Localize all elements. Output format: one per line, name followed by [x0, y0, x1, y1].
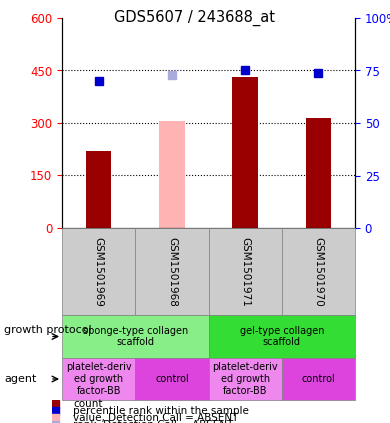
Bar: [62, 358, 135, 400]
Text: growth protocol: growth protocol: [4, 325, 92, 335]
Text: gel-type collagen
scaffold: gel-type collagen scaffold: [239, 326, 324, 347]
Text: percentile rank within the sample: percentile rank within the sample: [73, 406, 249, 415]
Bar: [305, 118, 331, 228]
Text: GSM1501968: GSM1501968: [167, 236, 177, 306]
Bar: [62, 315, 209, 358]
Bar: [209, 315, 355, 358]
Text: agent: agent: [4, 374, 36, 384]
Bar: [135, 358, 209, 400]
Text: value, Detection Call = ABSENT: value, Detection Call = ABSENT: [73, 412, 239, 423]
Text: sponge-type collagen
scaffold: sponge-type collagen scaffold: [83, 326, 188, 347]
Bar: [62, 228, 135, 315]
Text: platelet-deriv
ed growth
factor-BB: platelet-deriv ed growth factor-BB: [66, 363, 131, 396]
Text: GSM1501969: GSM1501969: [94, 236, 104, 306]
Bar: [135, 228, 209, 315]
Bar: [209, 228, 282, 315]
Text: count: count: [73, 398, 103, 409]
Text: GDS5607 / 243688_at: GDS5607 / 243688_at: [115, 10, 275, 26]
Bar: [209, 358, 282, 400]
Bar: [282, 358, 355, 400]
Bar: [86, 151, 112, 228]
Text: control: control: [301, 374, 335, 384]
Text: platelet-deriv
ed growth
factor-BB: platelet-deriv ed growth factor-BB: [212, 363, 278, 396]
Bar: [159, 121, 185, 228]
Text: GSM1501970: GSM1501970: [314, 236, 323, 306]
Text: GSM1501971: GSM1501971: [240, 236, 250, 306]
Text: control: control: [155, 374, 189, 384]
Bar: [232, 77, 258, 228]
Bar: [282, 228, 355, 315]
Text: rank, Detection Call = ABSENT: rank, Detection Call = ABSENT: [73, 420, 234, 423]
